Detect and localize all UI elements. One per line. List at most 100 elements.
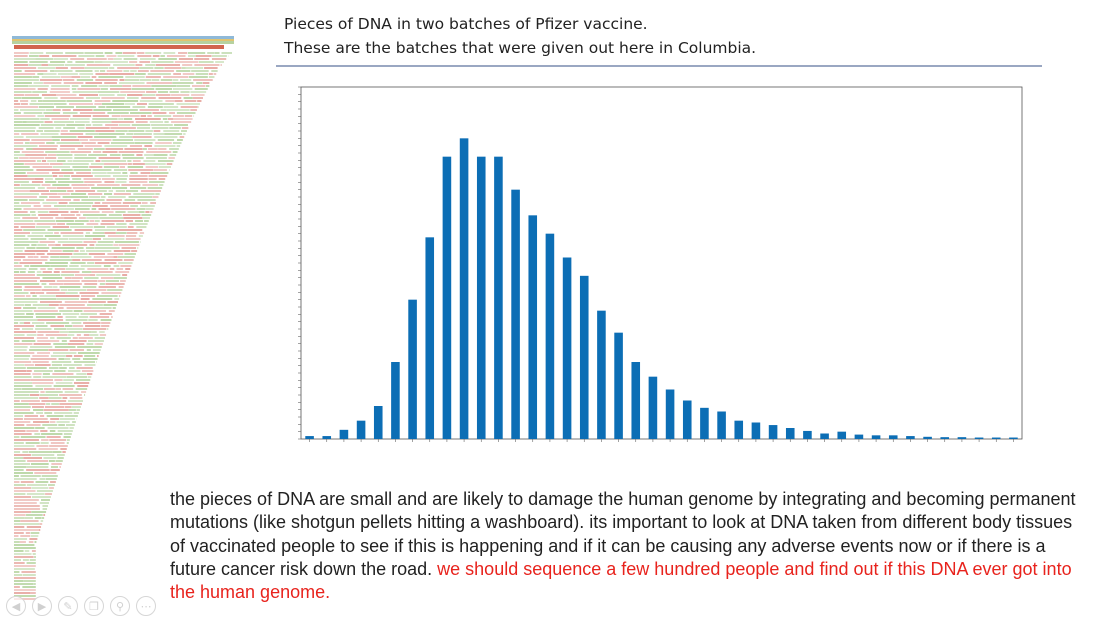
alignment-read xyxy=(104,181,115,183)
alignment-read xyxy=(88,319,98,321)
alignment-read xyxy=(56,94,77,96)
pen-icon[interactable]: ✎ xyxy=(58,596,78,616)
alignment-read xyxy=(79,139,89,141)
alignment-read xyxy=(23,307,37,309)
alignment-read xyxy=(74,229,93,231)
alignment-read xyxy=(142,217,150,219)
alignment-read xyxy=(14,121,22,123)
alignment-read xyxy=(112,100,139,102)
alignment-read xyxy=(102,151,118,153)
alignment-read xyxy=(139,100,163,102)
alignment-read xyxy=(50,265,68,267)
alignment-read xyxy=(51,136,77,138)
alignment-read xyxy=(80,298,90,300)
alignment-read xyxy=(128,169,154,171)
alignment-read xyxy=(130,205,138,207)
alignment-read xyxy=(50,418,60,420)
alignment-read xyxy=(49,259,72,261)
alignment-read xyxy=(126,190,139,192)
alignment-read xyxy=(94,220,100,222)
alignment-read xyxy=(181,127,189,129)
length-distribution-chart xyxy=(278,70,1042,470)
alignment-read xyxy=(63,82,84,84)
alignment-read xyxy=(154,136,178,138)
alignment-read xyxy=(20,436,46,438)
alignment-read xyxy=(42,505,49,507)
alignment-read xyxy=(79,211,100,213)
alignment-read xyxy=(35,328,52,330)
alignment-read xyxy=(68,238,93,240)
alignment-read xyxy=(60,76,72,78)
alignment-read xyxy=(14,469,24,471)
alignment-read xyxy=(81,295,96,297)
alignment-read xyxy=(38,529,41,531)
more-icon[interactable]: ⋯ xyxy=(136,596,156,616)
copy-icon[interactable]: ❐ xyxy=(84,596,104,616)
alignment-read xyxy=(70,151,92,153)
alignment-read xyxy=(30,238,47,240)
alignment-read xyxy=(171,94,190,96)
alignment-read xyxy=(14,214,31,216)
alignment-read xyxy=(14,211,28,213)
alignment-read xyxy=(89,139,112,141)
alignment-read xyxy=(158,58,177,60)
alignment-read xyxy=(117,67,140,69)
alignment-read xyxy=(34,517,42,519)
alignment-read xyxy=(81,280,98,282)
alignment-read xyxy=(49,211,69,213)
alignment-read xyxy=(80,265,102,267)
alignment-read xyxy=(37,115,44,117)
alignment-read xyxy=(158,178,165,180)
alignment-read xyxy=(130,172,138,174)
alignment-read xyxy=(14,532,24,534)
alignment-read xyxy=(14,361,32,363)
alignment-read xyxy=(94,61,103,63)
alignment-read xyxy=(60,214,75,216)
alignment-read xyxy=(57,430,73,432)
alignment-read xyxy=(14,136,24,138)
alignment-read xyxy=(99,283,105,285)
alignment-read xyxy=(34,178,44,180)
alignment-read xyxy=(93,226,106,228)
alignment-read xyxy=(44,286,53,288)
alignment-read xyxy=(158,166,171,168)
alignment-read xyxy=(95,244,113,246)
alignment-read xyxy=(163,130,180,132)
alignment-read xyxy=(62,196,89,198)
zoom-icon[interactable]: ⚲ xyxy=(110,596,130,616)
alignment-read xyxy=(42,277,63,279)
alignment-read xyxy=(69,340,87,342)
alignment-read xyxy=(43,73,57,75)
bar xyxy=(614,332,623,439)
alignment-read xyxy=(39,196,48,198)
alignment-read xyxy=(14,583,34,585)
alignment-read xyxy=(50,250,62,252)
alignment-read xyxy=(96,274,121,276)
alignment-read xyxy=(86,373,93,375)
alignment-read xyxy=(26,493,45,495)
alignment-read xyxy=(67,160,73,162)
alignment-read xyxy=(171,121,192,123)
alignment-read xyxy=(126,97,139,99)
arrow-right-icon[interactable]: ▶ xyxy=(32,596,52,616)
alignment-read xyxy=(174,124,188,126)
alignment-read xyxy=(101,220,125,222)
alignment-read xyxy=(104,259,123,261)
alignment-read xyxy=(53,286,58,288)
alignment-read xyxy=(104,52,113,54)
alignment-read xyxy=(28,64,42,66)
alignment-read xyxy=(14,94,24,96)
arrow-left-icon[interactable]: ◀ xyxy=(6,596,26,616)
alignment-read xyxy=(45,391,63,393)
alignment-read xyxy=(118,295,121,297)
alignment-read xyxy=(56,106,74,108)
alignment-read xyxy=(115,52,123,54)
alignment-read xyxy=(101,178,115,180)
alignment-read xyxy=(42,373,50,375)
alignment-read xyxy=(65,52,84,54)
alignment-read xyxy=(14,589,36,591)
alignment-read xyxy=(97,355,99,357)
alignment-read xyxy=(157,160,174,162)
alignment-read xyxy=(20,202,40,204)
bar xyxy=(631,362,641,439)
